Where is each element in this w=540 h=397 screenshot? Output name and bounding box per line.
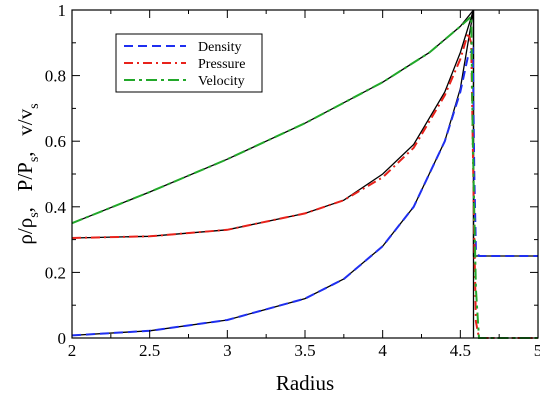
legend-label-pressure: Pressure bbox=[198, 57, 245, 72]
series-line-density bbox=[71, 46, 538, 337]
plot-frame bbox=[71, 9, 539, 339]
y-title-p-sub: s bbox=[27, 157, 42, 162]
ticks-layer: 2 2.5 3 3.5 4 4.5 5 0 0.2 0.4 0.6 0.8 1 bbox=[45, 1, 540, 360]
x-axis-title: Radius bbox=[276, 371, 334, 395]
lines-layer bbox=[71, 9, 538, 339]
series-line-pressure bbox=[71, 29, 538, 339]
legend: Density Pressure Velocity bbox=[115, 33, 263, 93]
legend-label-density: Density bbox=[198, 40, 242, 55]
y-title-sep2: , bbox=[13, 136, 37, 157]
x-tick-label: 4 bbox=[378, 341, 387, 360]
y-tick-label: 0.6 bbox=[45, 132, 66, 151]
y-axis-title: ρ/ρs, P/Ps, v/vs bbox=[13, 103, 42, 244]
series-line-velocity bbox=[71, 14, 538, 339]
x-tick-label: 4.5 bbox=[450, 341, 471, 360]
y-tick-label: 0.4 bbox=[45, 198, 67, 217]
y-tick-label: 0.2 bbox=[45, 263, 66, 282]
y-tick-label: 0.8 bbox=[45, 67, 66, 86]
y-title-rho: ρ/ρ bbox=[13, 218, 37, 245]
x-tick-label: 3.5 bbox=[294, 341, 315, 360]
y-title-v-sub: s bbox=[27, 103, 42, 108]
y-title-v: v/v bbox=[13, 108, 37, 135]
x-tick-label: 5 bbox=[534, 341, 540, 360]
reference-curve-1 bbox=[71, 9, 475, 338]
y-title-sep1: , bbox=[13, 191, 37, 212]
y-tick-label: 1 bbox=[58, 1, 67, 20]
x-tick-label: 2.5 bbox=[139, 341, 160, 360]
legend-label-velocity: Velocity bbox=[198, 74, 245, 89]
y-title-rho-sub: s bbox=[27, 212, 42, 217]
y-title-p: P/P bbox=[13, 162, 37, 191]
legend-box bbox=[115, 33, 263, 93]
y-tick-label: 0 bbox=[58, 329, 67, 348]
x-tick-label: 2 bbox=[68, 341, 77, 360]
x-tick-label: 3 bbox=[223, 341, 232, 360]
